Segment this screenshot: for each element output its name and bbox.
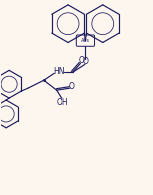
Text: O: O	[82, 57, 88, 66]
Text: OH: OH	[57, 98, 68, 106]
Text: O: O	[69, 82, 75, 91]
FancyBboxPatch shape	[76, 35, 95, 46]
Text: HN: HN	[53, 67, 64, 76]
Text: Abs: Abs	[81, 38, 90, 43]
Text: O: O	[79, 56, 85, 66]
